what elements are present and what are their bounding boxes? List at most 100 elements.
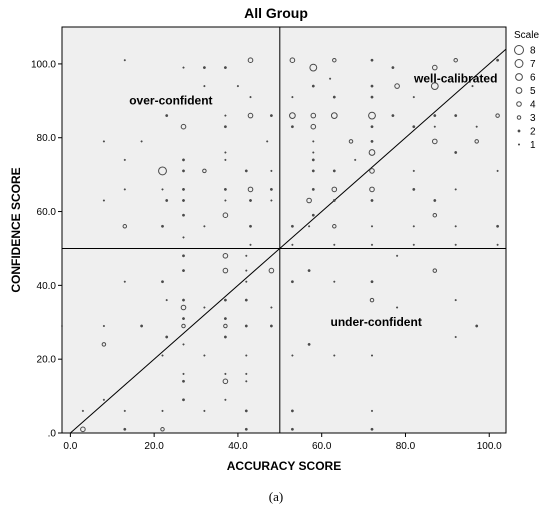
y-tick-label: 80.0	[37, 133, 57, 144]
data-point	[223, 66, 227, 70]
data-point	[332, 169, 336, 173]
x-tick-label: 80.0	[396, 441, 416, 452]
data-point	[244, 169, 248, 173]
data-point	[432, 138, 438, 145]
legend-title: Scale	[514, 30, 539, 41]
data-point	[266, 140, 269, 143]
data-point	[245, 354, 248, 357]
chart-title: All Group	[244, 5, 308, 21]
data-point	[269, 187, 273, 191]
data-point	[312, 151, 315, 154]
data-point	[370, 84, 374, 88]
y-tick-label: 20.0	[37, 355, 57, 366]
data-point	[244, 298, 248, 302]
y-axis-label: CONFIDENCE SCORE	[9, 167, 23, 292]
data-point	[224, 151, 227, 154]
data-point	[471, 85, 474, 88]
data-point	[291, 96, 294, 99]
data-point	[182, 298, 185, 302]
data-point	[291, 243, 294, 246]
data-point	[370, 409, 374, 412]
data-point	[496, 243, 499, 246]
data-point	[182, 398, 185, 402]
data-point	[370, 354, 374, 357]
data-point	[249, 96, 252, 99]
data-point	[249, 199, 252, 202]
y-tick-label: 100.0	[31, 59, 56, 70]
data-point	[202, 168, 207, 174]
data-point	[182, 213, 185, 217]
data-point	[182, 372, 185, 375]
data-point	[161, 280, 164, 284]
data-point	[333, 354, 336, 357]
data-point	[311, 169, 315, 173]
x-axis-ticks: 0.0 20.0 40.0 60.0 80.0 100.0	[63, 433, 502, 452]
data-point	[306, 197, 312, 204]
data-point	[311, 84, 315, 88]
data-point	[454, 243, 457, 246]
data-point	[310, 123, 317, 130]
legend-marker	[517, 129, 521, 133]
data-point	[222, 212, 229, 218]
data-points	[60, 57, 500, 433]
data-point	[165, 114, 169, 118]
data-point	[268, 267, 275, 274]
data-point	[203, 85, 206, 88]
data-point	[290, 427, 294, 431]
data-point	[165, 335, 169, 339]
data-point	[394, 83, 400, 89]
data-point	[369, 297, 375, 303]
data-point	[433, 199, 437, 202]
data-point	[368, 111, 376, 120]
data-point	[224, 398, 227, 401]
data-point	[222, 253, 229, 259]
data-point	[122, 224, 128, 229]
data-point	[311, 158, 315, 162]
data-point	[391, 114, 395, 118]
data-point	[245, 380, 248, 383]
data-point	[369, 186, 375, 193]
data-point	[101, 342, 107, 347]
data-point	[432, 64, 438, 71]
data-point	[245, 254, 248, 257]
data-point	[80, 426, 86, 433]
data-point	[308, 225, 311, 228]
data-point	[310, 112, 317, 119]
data-point	[433, 114, 437, 118]
legend-entry-label: 5	[530, 86, 536, 97]
data-point	[354, 158, 357, 161]
data-point	[203, 225, 206, 228]
data-point	[161, 188, 164, 191]
data-point	[270, 199, 273, 202]
legend-entry-label: 4	[530, 100, 536, 111]
data-point	[332, 224, 337, 229]
data-point	[182, 158, 185, 162]
data-point	[289, 112, 296, 119]
data-point	[309, 63, 318, 72]
data-point	[247, 112, 254, 119]
diagonal-reference-line	[70, 48, 507, 434]
data-point	[412, 96, 415, 99]
legend-marker	[514, 45, 524, 55]
data-point	[182, 379, 185, 383]
data-point	[370, 225, 374, 228]
legend-entry-label: 2	[530, 127, 536, 138]
data-point	[223, 298, 227, 302]
data-point	[475, 324, 479, 328]
data-point	[182, 236, 185, 239]
x-axis-label: ACCURACY SCORE	[227, 459, 341, 473]
legend-entry-label: 8	[530, 46, 536, 57]
data-point	[454, 188, 457, 191]
x-tick-label: 100.0	[477, 441, 502, 452]
data-point	[496, 58, 500, 62]
data-point	[333, 243, 336, 246]
data-point	[475, 125, 478, 128]
data-point	[182, 187, 185, 191]
data-point	[182, 199, 185, 202]
data-point	[102, 324, 105, 328]
data-point	[160, 427, 165, 432]
data-point	[454, 299, 457, 302]
data-point	[161, 224, 164, 228]
data-point	[453, 57, 458, 63]
data-point	[244, 427, 248, 431]
